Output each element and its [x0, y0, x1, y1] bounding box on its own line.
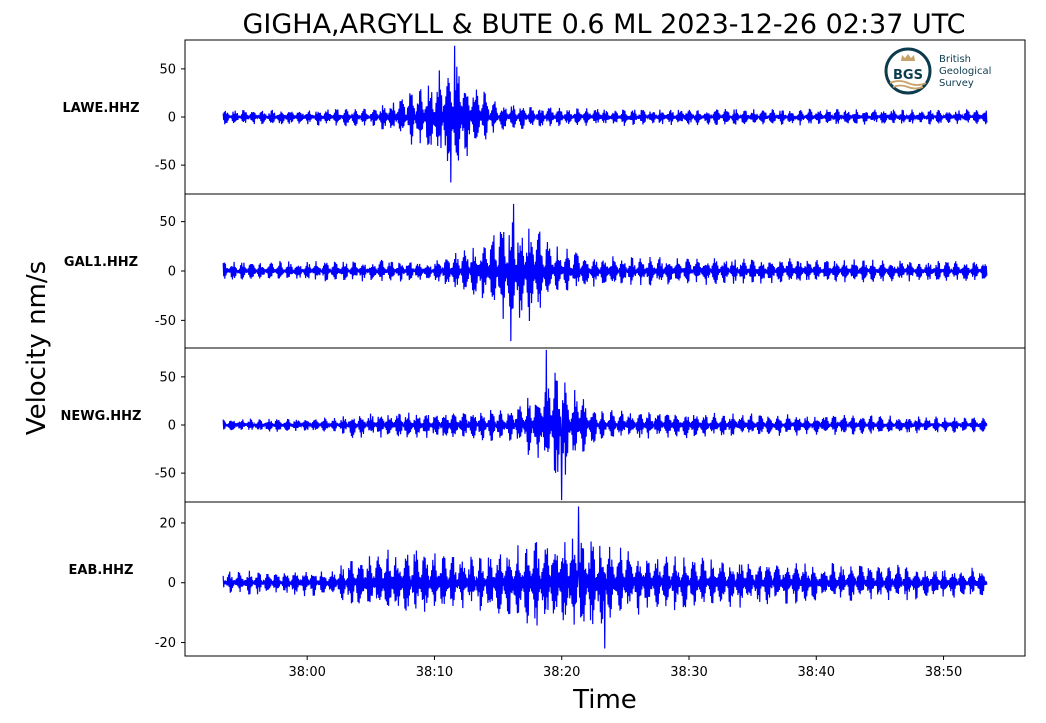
trace-newg-hhz [222, 349, 988, 501]
y-tick-label: 50 [159, 370, 176, 385]
y-tick-label: 0 [168, 419, 176, 434]
x-tick-label: 38:00 [288, 665, 325, 680]
panel-eab-hhz: 20 0 -20 EAB.HHZ [69, 501, 1026, 657]
y-tick-label: -50 [155, 467, 176, 482]
y-tick-label: 0 [168, 265, 176, 280]
panels: 50 0 -50 LAWE.HHZ 50 0 -50 GAL1.HHZ 50 0 -50 NEWG.H… [61, 39, 1026, 657]
trace-gal1-hhz [222, 203, 988, 342]
station-label: LAWE.HHZ [62, 101, 139, 116]
trace-eab-hhz [222, 506, 988, 649]
logo-ring [884, 47, 932, 95]
station-label: NEWG.HHZ [61, 409, 142, 424]
panel-gal1-hhz: 50 0 -50 GAL1.HHZ [64, 193, 1026, 349]
logo-wave-1 [889, 80, 927, 86]
logo-line-3: Survey [939, 78, 974, 89]
x-axis-label: Time [572, 685, 637, 715]
y-tick-label: -20 [155, 636, 176, 651]
y-tick-label: 0 [168, 111, 176, 126]
y-axis-label: Velocity nm/s [22, 261, 52, 435]
y-tick-label: 50 [159, 215, 176, 230]
x-axis-ticks: 38:00 38:10 38:20 38:30 38:40 38:50 [288, 656, 962, 680]
panel-frame [184, 501, 1026, 657]
station-label: EAB.HHZ [69, 563, 134, 578]
trace-lawe-hhz [222, 45, 988, 183]
bgs-logo: BGS British Geological Survey [884, 47, 991, 95]
y-tick-label: 20 [159, 516, 176, 531]
x-tick-label: 38:50 [925, 665, 962, 680]
chart-title: GIGHA,ARGYLL & BUTE 0.6 ML 2023-12-26 02… [242, 9, 965, 40]
x-tick-label: 38:20 [543, 665, 580, 680]
panel-newg-hhz: 50 0 -50 NEWG.HHZ [61, 347, 1026, 503]
y-tick-label: 0 [168, 576, 176, 591]
logo-wave-2 [892, 84, 924, 90]
station-label: GAL1.HHZ [64, 255, 138, 270]
logo-crown-icon [901, 54, 915, 61]
x-tick-label: 38:40 [798, 665, 835, 680]
x-tick-label: 38:10 [416, 665, 453, 680]
logo-line-1: British [939, 54, 971, 65]
y-tick-label: -50 [155, 314, 176, 329]
y-tick-label: 50 [159, 62, 176, 77]
panel-lawe-hhz: 50 0 -50 LAWE.HHZ [62, 39, 1026, 195]
y-tick-label: -50 [155, 159, 176, 174]
x-tick-label: 38:30 [670, 665, 707, 680]
logo-monogram: BGS [893, 68, 923, 83]
logo-line-2: Geological [939, 66, 991, 77]
